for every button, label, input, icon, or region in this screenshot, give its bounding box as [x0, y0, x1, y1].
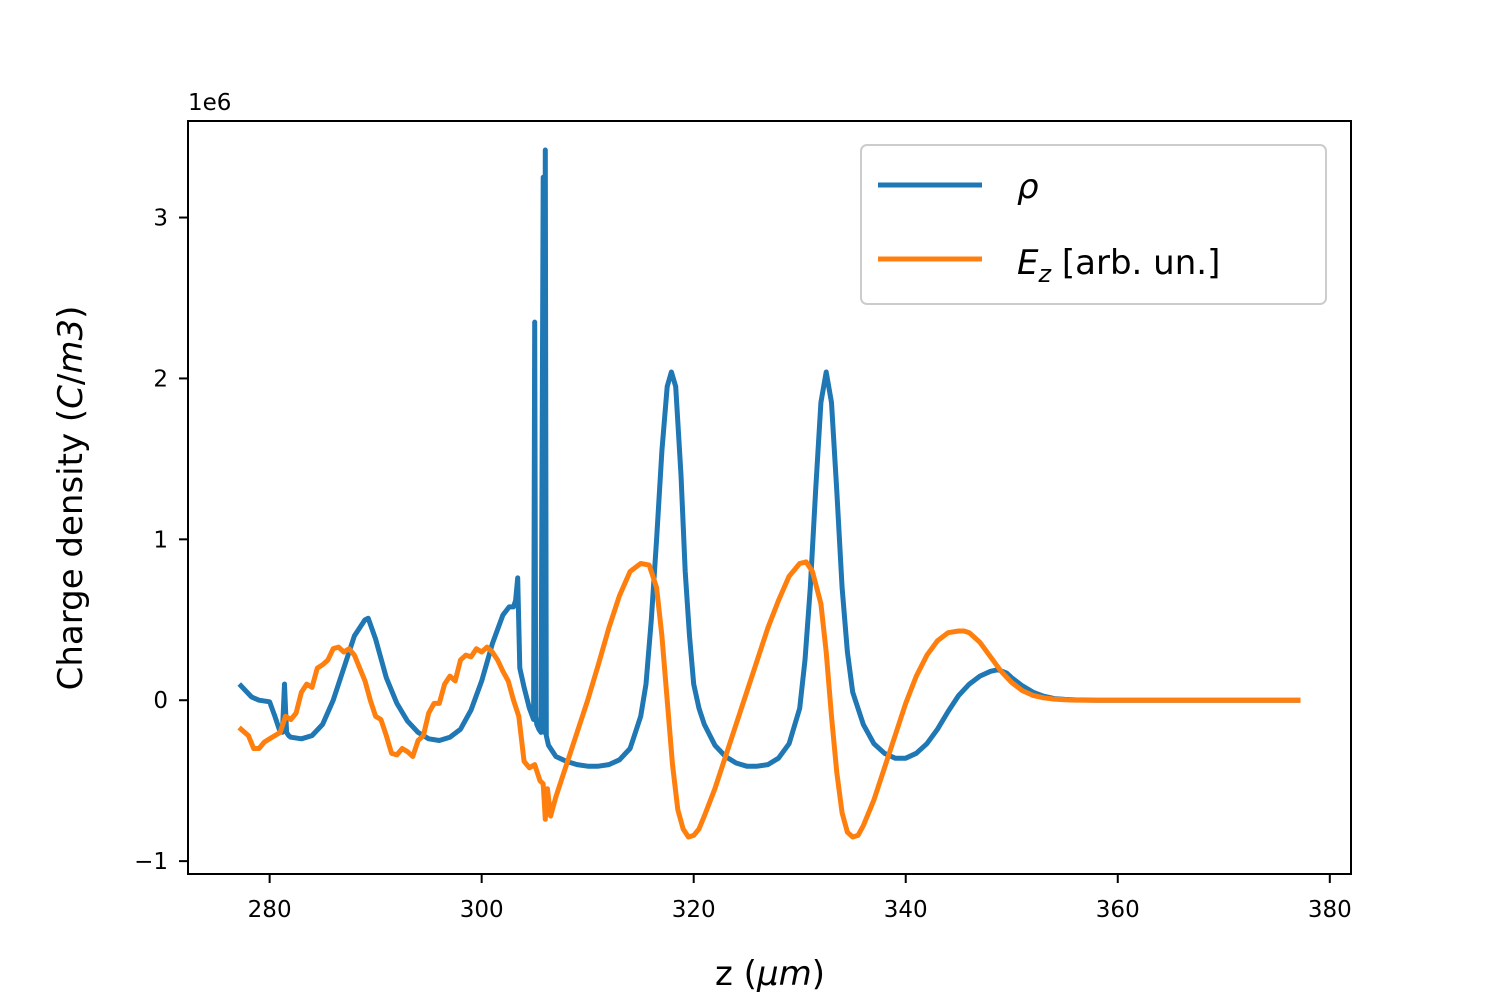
y-tick-label: 1 [153, 527, 168, 553]
series-rho-line [237, 147, 1301, 769]
series-ez-line [237, 559, 1301, 840]
y-offset-text: 1e6 [188, 90, 231, 116]
x-tick-label: 300 [460, 897, 504, 923]
series-layer [237, 147, 1301, 840]
x-axis-label: z (μm) [715, 954, 825, 994]
plot-area [237, 147, 1301, 840]
x-axis-ticks: 280 300 320 340 360 380 [248, 874, 1352, 923]
x-tick-label: 340 [884, 897, 928, 923]
y-axis-ticks: −1 0 1 2 3 [134, 206, 188, 875]
x-tick-label: 380 [1308, 897, 1352, 923]
legend-rho-label: ρ [1017, 167, 1039, 207]
x-tick-label: 280 [248, 897, 292, 923]
legend-ez-label: Ez [arb. un.] [1017, 243, 1220, 288]
y-axis-label: Charge density (C/m3) [51, 306, 91, 691]
x-tick-label: 320 [672, 897, 716, 923]
y-tick-label: 3 [153, 206, 168, 232]
legend: ρ Ez [arb. un.] [860, 144, 1327, 305]
y-tick-label: −1 [134, 849, 168, 875]
y-tick-label: 0 [153, 688, 168, 714]
axes-frame [187, 120, 1352, 875]
y-tick-label: 2 [153, 366, 168, 392]
x-tick-label: 360 [1096, 897, 1140, 923]
